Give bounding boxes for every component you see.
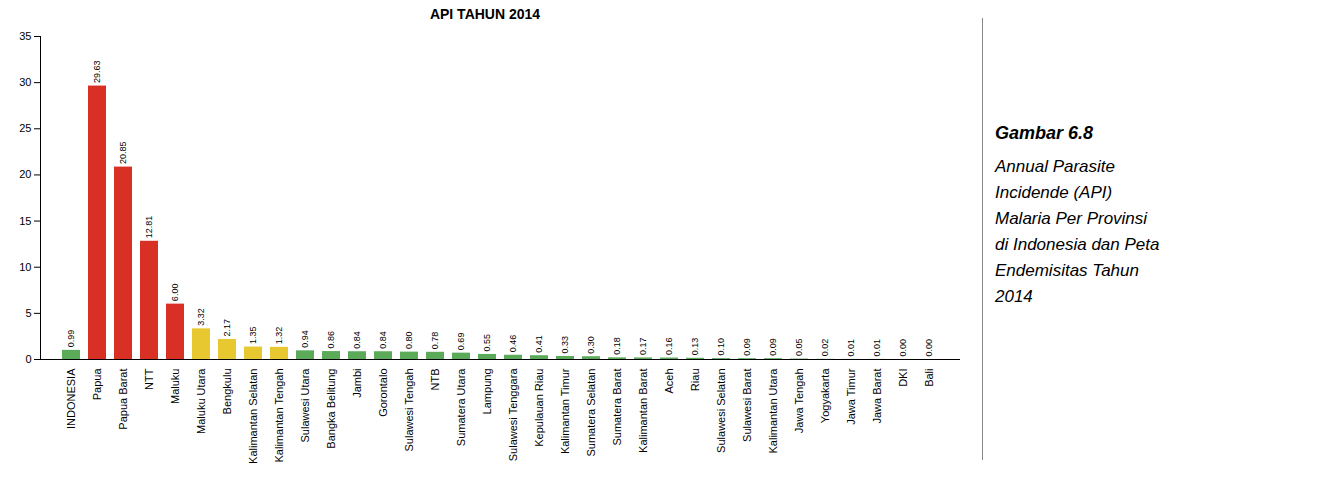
- svg-text:1.32: 1.32: [274, 327, 284, 345]
- svg-text:Sulawesi Tengah: Sulawesi Tengah: [403, 369, 415, 452]
- html-text:Endemisitas Tahun: Endemisitas Tahun: [995, 261, 1139, 280]
- svg-text:Bangka Belitung: Bangka Belitung: [325, 369, 337, 449]
- svg-text:Sulawesi Tenggara: Sulawesi Tenggara: [507, 368, 519, 462]
- svg-text:Riau: Riau: [689, 369, 701, 392]
- svg-text:Jawa Timur: Jawa Timur: [845, 368, 857, 425]
- svg-text:Lampung: Lampung: [481, 369, 493, 415]
- svg-text:0.10: 0.10: [716, 338, 726, 356]
- svg-text:0.01: 0.01: [872, 339, 882, 357]
- svg-text:0.78: 0.78: [430, 332, 440, 350]
- svg-text:20: 20: [19, 168, 31, 180]
- svg-text:Kepulauan Riau: Kepulauan Riau: [533, 369, 545, 447]
- svg-text:25: 25: [19, 122, 31, 134]
- svg-text:5: 5: [25, 307, 31, 319]
- svg-text:30: 30: [19, 76, 31, 88]
- svg-text:0.46: 0.46: [508, 335, 518, 353]
- svg-text:Sulawesi Utara: Sulawesi Utara: [299, 368, 311, 443]
- svg-text:6.00: 6.00: [170, 284, 180, 302]
- svg-text:Kalimantan Tengah: Kalimantan Tengah: [273, 369, 285, 463]
- svg-text:0.30: 0.30: [586, 336, 596, 354]
- svg-text:NTB: NTB: [429, 369, 441, 391]
- svg-text:Jawa Barat: Jawa Barat: [871, 369, 883, 424]
- svg-text:0.99: 0.99: [66, 330, 76, 348]
- svg-text:DKI: DKI: [897, 369, 909, 387]
- svg-text:Bali: Bali: [923, 369, 935, 387]
- svg-text:0.84: 0.84: [352, 331, 362, 349]
- html-text:2014: 2014: [995, 287, 1033, 306]
- svg-text:20.85: 20.85: [118, 142, 128, 165]
- svg-text:INDONESIA: INDONESIA: [65, 368, 77, 429]
- svg-text:2.17: 2.17: [222, 319, 232, 337]
- svg-text:0.02: 0.02: [820, 339, 830, 357]
- svg-text:Sumatera Barat: Sumatera Barat: [611, 369, 623, 446]
- svg-text:Jawa Tengah: Jawa Tengah: [793, 369, 805, 434]
- svg-text:0.16: 0.16: [664, 337, 674, 355]
- svg-text:Sulawesi Selatan: Sulawesi Selatan: [715, 369, 727, 453]
- svg-text:0.09: 0.09: [768, 338, 778, 356]
- svg-text:Kalimantan Timur: Kalimantan Timur: [559, 368, 571, 454]
- svg-text:0.09: 0.09: [742, 338, 752, 356]
- svg-text:12.81: 12.81: [144, 216, 154, 239]
- svg-text:0.13: 0.13: [690, 338, 700, 356]
- svg-text:1.35: 1.35: [248, 327, 258, 345]
- svg-text:0.00: 0.00: [898, 339, 908, 357]
- svg-text:Kalimantan Utara: Kalimantan Utara: [767, 368, 779, 454]
- svg-text:29.63: 29.63: [92, 61, 102, 84]
- html-text:Annual Parasite: Annual Parasite: [995, 157, 1115, 176]
- html-text:API TAHUN 2014: API TAHUN 2014: [429, 6, 541, 22]
- svg-text:Aceh: Aceh: [663, 369, 675, 394]
- svg-text:Kalimantan Selatan: Kalimantan Selatan: [247, 369, 259, 464]
- svg-text:0.00: 0.00: [924, 339, 934, 357]
- svg-text:Papua Barat: Papua Barat: [117, 369, 129, 430]
- svg-text:Yogyakarta: Yogyakarta: [819, 368, 831, 424]
- svg-text:35: 35: [19, 30, 31, 42]
- svg-text:0: 0: [25, 353, 31, 365]
- svg-text:0.80: 0.80: [404, 332, 414, 350]
- svg-text:NTT: NTT: [143, 368, 155, 390]
- svg-text:10: 10: [19, 261, 31, 273]
- html-text:Malaria Per Provinsi: Malaria Per Provinsi: [995, 209, 1148, 228]
- svg-text:0.86: 0.86: [326, 331, 336, 349]
- svg-text:0.01: 0.01: [846, 339, 856, 357]
- html-text:Gambar 6.8: Gambar 6.8: [995, 123, 1094, 143]
- svg-text:Gorontalo: Gorontalo: [377, 369, 389, 417]
- svg-text:Maluku: Maluku: [169, 369, 181, 404]
- svg-text:3.32: 3.32: [196, 308, 206, 326]
- svg-text:0.41: 0.41: [534, 335, 544, 353]
- svg-text:0.94: 0.94: [300, 330, 310, 348]
- svg-text:0.84: 0.84: [378, 331, 388, 349]
- svg-text:Sulawesi Barat: Sulawesi Barat: [741, 369, 753, 442]
- svg-text:15: 15: [19, 215, 31, 227]
- svg-text:Sumatera Selatan: Sumatera Selatan: [585, 369, 597, 457]
- html-text:Incidende (API): Incidende (API): [995, 183, 1113, 202]
- svg-text:Bengkulu: Bengkulu: [221, 369, 233, 415]
- svg-text:0.33: 0.33: [560, 336, 570, 354]
- svg-text:Maluku Utara: Maluku Utara: [195, 368, 207, 434]
- svg-text:Papua: Papua: [91, 368, 103, 401]
- html-text:di Indonesia dan Peta: di Indonesia dan Peta: [995, 235, 1160, 254]
- svg-text:0.17: 0.17: [638, 337, 648, 355]
- svg-text:Jambi: Jambi: [351, 369, 363, 398]
- svg-text:Kalimantan Barat: Kalimantan Barat: [637, 369, 649, 453]
- svg-text:0.05: 0.05: [794, 339, 804, 357]
- svg-text:Sumatera Utara: Sumatera Utara: [455, 368, 467, 447]
- svg-text:0.18: 0.18: [612, 337, 622, 355]
- svg-text:0.69: 0.69: [456, 333, 466, 351]
- svg-text:0.55: 0.55: [482, 334, 492, 352]
